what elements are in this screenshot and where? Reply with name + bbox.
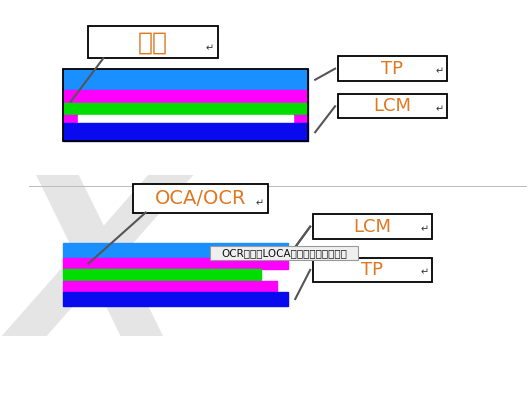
Text: X: X — [13, 168, 184, 382]
Text: ↵: ↵ — [420, 268, 428, 278]
Bar — [63, 102, 308, 115]
Text: ↵: ↵ — [256, 198, 264, 208]
Bar — [63, 281, 277, 292]
Text: TP: TP — [382, 60, 403, 78]
Bar — [210, 246, 357, 260]
Text: ↵: ↵ — [420, 224, 428, 234]
Text: TP: TP — [362, 261, 384, 279]
Text: ↵: ↵ — [435, 66, 443, 76]
Bar — [133, 184, 268, 212]
Text: 框胶: 框胶 — [138, 30, 168, 54]
Bar — [63, 269, 261, 281]
Bar — [313, 214, 432, 239]
Bar — [313, 258, 432, 282]
Bar — [63, 292, 288, 306]
Bar — [63, 258, 288, 269]
Text: OCR胶水（LOCA水胶）贴合工艺介绍: OCR胶水（LOCA水胶）贴合工艺介绍 — [221, 248, 347, 258]
Bar — [63, 123, 308, 141]
Bar — [63, 243, 288, 258]
Bar — [63, 90, 308, 102]
Text: LCM: LCM — [374, 97, 412, 115]
Text: ↵: ↵ — [206, 44, 214, 54]
Bar — [338, 56, 447, 81]
Bar — [63, 115, 79, 123]
Text: ↵: ↵ — [435, 104, 443, 114]
Text: OCA/OCR: OCA/OCR — [155, 189, 246, 208]
Bar — [292, 115, 308, 123]
Bar — [89, 26, 218, 58]
Bar — [63, 70, 308, 90]
Bar — [79, 115, 292, 123]
Text: LCM: LCM — [354, 218, 392, 236]
Bar — [63, 70, 308, 141]
Bar — [338, 94, 447, 118]
